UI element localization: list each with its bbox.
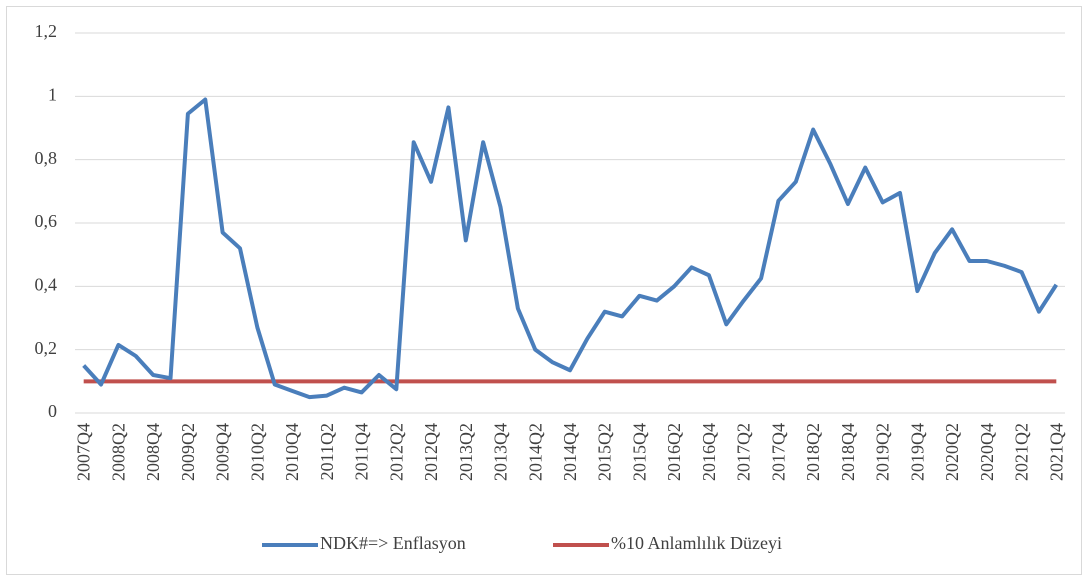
x-tick-label: 2009Q2 [178, 423, 198, 481]
x-tick-label: 2017Q4 [768, 423, 788, 481]
x-tick-label: 2012Q4 [421, 423, 441, 481]
x-tick-label: 2019Q4 [907, 423, 927, 481]
x-tick-label: 2011Q2 [317, 423, 337, 480]
x-tick-label: 2012Q2 [386, 423, 406, 481]
x-tick-label: 2014Q4 [560, 423, 580, 481]
x-tick-label: 2007Q4 [74, 423, 94, 481]
x-tick-label: 2017Q2 [734, 423, 754, 481]
y-tick-label: 0,4 [35, 274, 58, 294]
y-tick-label: 1 [48, 84, 57, 104]
x-tick-label: 2021Q2 [1012, 423, 1032, 481]
y-tick-label: 1,2 [35, 21, 58, 41]
legend-label: %10 Anlamlılık Düzeyi [611, 533, 782, 553]
x-tick-label: 2016Q4 [699, 423, 719, 481]
y-tick-label: 0,6 [35, 211, 58, 231]
legend-label: NDK#=> Enflasyon [320, 533, 466, 553]
x-tick-label: 2015Q2 [595, 423, 615, 481]
y-tick-label: 0 [48, 401, 57, 421]
x-tick-label: 2015Q4 [629, 423, 649, 481]
x-tick-label: 2016Q2 [664, 423, 684, 481]
y-tick-label: 0,8 [35, 148, 58, 168]
chart-frame [6, 6, 1082, 575]
x-tick-label: 2013Q2 [456, 423, 476, 481]
x-tick-label: 2019Q2 [873, 423, 893, 481]
x-tick-label: 2013Q4 [491, 423, 511, 481]
x-tick-label: 2008Q4 [143, 423, 163, 481]
data-line [82, 97, 1059, 400]
x-tick-label: 2009Q4 [213, 423, 233, 481]
x-tick-label: 2018Q2 [803, 423, 823, 481]
x-tick-label: 2020Q2 [942, 423, 962, 481]
x-tick-label: 2014Q2 [525, 423, 545, 481]
y-tick-label: 0,2 [35, 338, 58, 358]
x-tick-label: 2010Q4 [282, 423, 302, 481]
x-tick-label: 2018Q4 [838, 423, 858, 481]
x-tick-label: 2010Q2 [247, 423, 267, 481]
x-tick-label: 2008Q2 [108, 423, 128, 481]
x-tick-label: 2011Q4 [352, 423, 372, 480]
x-tick-label: 2020Q4 [977, 423, 997, 481]
x-tick-label: 2021Q4 [1046, 423, 1066, 481]
